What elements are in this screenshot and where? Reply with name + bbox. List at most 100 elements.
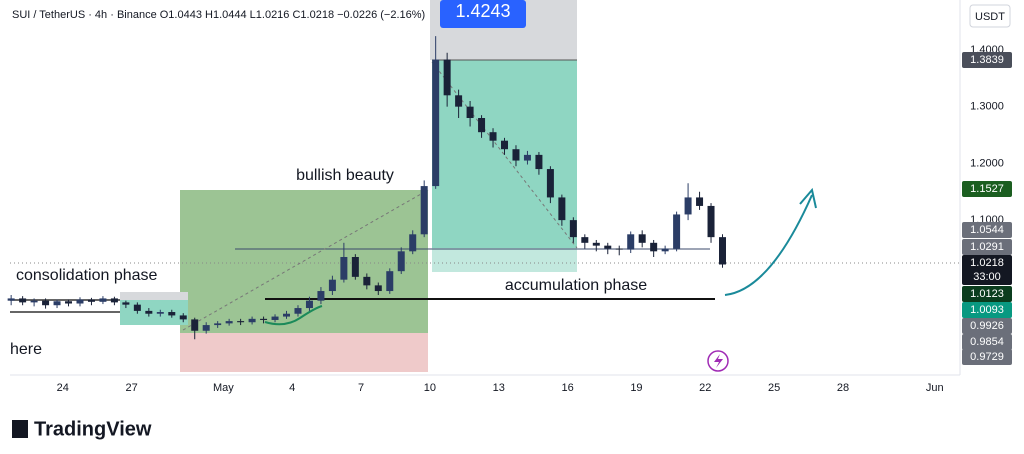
candle-body <box>420 186 428 235</box>
candle-body <box>42 300 50 306</box>
candle-body <box>214 323 222 326</box>
candle-body <box>179 315 187 320</box>
candle-body <box>110 298 118 303</box>
candle-body <box>455 95 463 107</box>
candle-body <box>53 301 61 306</box>
price-tag-label: 1.3839 <box>970 54 1004 66</box>
candle-body <box>191 319 199 331</box>
price-tag <box>962 286 1012 302</box>
currency-box[interactable] <box>969 4 1011 28</box>
candle-body <box>340 256 348 280</box>
candle-body <box>237 321 245 323</box>
price-tag-label: 1.0291 <box>970 241 1004 253</box>
candle-body <box>707 205 715 238</box>
small-profit-zone <box>120 300 188 325</box>
annotation: here <box>10 341 42 358</box>
candle-body <box>501 140 509 150</box>
candle-body <box>581 237 589 243</box>
candle-body <box>604 245 612 249</box>
candle-body <box>512 149 520 161</box>
x-tick-label: 7 <box>358 382 364 394</box>
candle-body <box>546 169 554 198</box>
x-tick-label: 28 <box>837 382 849 394</box>
price-tag-label: 1.0218 <box>970 257 1004 269</box>
x-tick-label: 25 <box>768 382 780 394</box>
candle-body <box>260 318 268 320</box>
price-tag-label: 0.9854 <box>970 336 1004 348</box>
candle-body <box>684 197 692 215</box>
price-tag <box>962 222 1012 238</box>
candle-body <box>432 59 440 187</box>
price-tag <box>962 255 1012 285</box>
candle-body <box>466 106 474 119</box>
candle-body <box>696 197 704 206</box>
x-tick-label: 4 <box>289 382 295 394</box>
peak-tag <box>440 0 526 28</box>
x-tick-label: 24 <box>57 382 69 394</box>
x-tick-label: 10 <box>424 382 436 394</box>
candle-body <box>409 234 417 252</box>
candle-body <box>558 197 566 221</box>
candle-body <box>317 291 325 301</box>
candle-body <box>271 316 279 320</box>
candle-body <box>328 279 336 292</box>
y-tick-label: 1.3000 <box>970 101 1004 113</box>
long-stop-zone <box>180 333 428 372</box>
countdown: 33:00 <box>973 271 1001 283</box>
candle-body <box>225 321 233 324</box>
candle-body <box>443 59 451 96</box>
price-tag-label: 0.9729 <box>970 351 1004 363</box>
price-tag <box>962 349 1012 365</box>
x-tick-label: 16 <box>561 382 573 394</box>
candle-body <box>478 118 486 133</box>
candle-body <box>523 154 531 161</box>
x-tick-label: Jun <box>926 382 944 394</box>
price-tag <box>962 52 1012 68</box>
trend-line <box>182 189 429 331</box>
price-tag-label: 0.9926 <box>970 320 1004 332</box>
candle-body <box>374 285 382 292</box>
x-tick-label: May <box>213 382 234 394</box>
x-tick-label: 27 <box>125 382 137 394</box>
annotation: accumulation phase <box>505 277 647 294</box>
alert-icon[interactable] <box>707 350 729 372</box>
candle-body <box>7 298 15 301</box>
small-target-zone <box>120 292 188 300</box>
candle-body <box>133 304 141 311</box>
brand-logo <box>12 420 28 438</box>
legend: SUI / TetherUS · 4h · Binance O1.0443 H1… <box>12 9 425 21</box>
curve-mark <box>264 305 323 326</box>
annotation: consolidation phase <box>16 267 158 284</box>
candle-body <box>489 132 497 141</box>
price-tag-label: 1.1527 <box>970 183 1004 195</box>
candle-body <box>19 298 27 303</box>
candle-body <box>122 302 130 305</box>
price-tag-label: 1.0093 <box>970 304 1004 316</box>
candle-body <box>535 154 543 170</box>
candle-body <box>30 300 38 303</box>
alert-bolt <box>714 354 723 368</box>
candle-body <box>202 325 210 331</box>
candle-body <box>351 256 359 277</box>
candle-body <box>661 248 669 252</box>
candle-body <box>363 276 371 286</box>
candle-body <box>627 234 635 250</box>
candle-body <box>87 299 95 302</box>
candle-body <box>145 310 153 314</box>
candle-body <box>592 242 600 246</box>
x-tick-label: 13 <box>493 382 505 394</box>
x-tick-label: 22 <box>699 382 711 394</box>
brand: TradingView <box>34 418 152 440</box>
price-tag <box>962 334 1012 350</box>
arrow-head <box>799 187 817 209</box>
price-tag-label: 1.0544 <box>970 224 1004 236</box>
long-profit-zone <box>180 190 428 333</box>
candle-body <box>294 308 302 314</box>
price-tag <box>962 302 1012 318</box>
peak-label: 1.4243 <box>455 1 510 21</box>
profit-zone <box>432 248 577 272</box>
candle-body <box>397 251 405 272</box>
candle-body <box>673 214 681 249</box>
candle-body <box>569 220 577 238</box>
